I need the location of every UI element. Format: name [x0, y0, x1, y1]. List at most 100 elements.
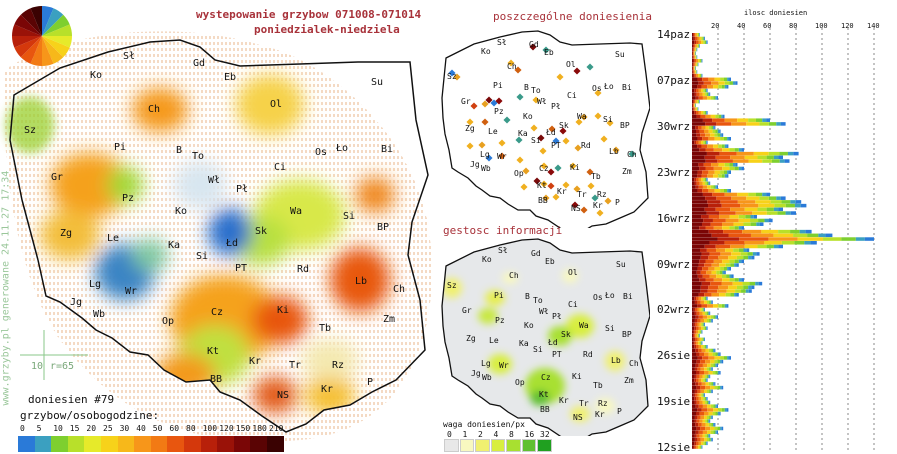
chart-bar-segment [701, 59, 703, 63]
chart-bar-segment [695, 70, 697, 74]
city-label: Ka [519, 339, 529, 348]
chart-bar-segment [708, 400, 710, 405]
report-marker [453, 73, 461, 81]
density-legend-swatch [490, 439, 505, 452]
city-label: Kt [537, 181, 547, 190]
chart-bar-segment [708, 382, 712, 386]
chart-bar-segment [696, 44, 698, 48]
chart-bar-segment [713, 408, 719, 412]
city-label: Ch [627, 150, 637, 159]
chart-bar-segment [705, 400, 707, 405]
city-label: Sk [559, 121, 569, 130]
chart-bar-segment [695, 70, 696, 74]
chart-bar-segment [735, 163, 738, 167]
unit-label: grzybow/osobogodzine: [20, 409, 160, 422]
chart-bar-segment [694, 326, 697, 330]
chart-bar-segment [697, 137, 703, 141]
chart-bar-segment [720, 356, 724, 360]
chart-bar-segment [708, 434, 710, 438]
chart-bar-segment [721, 203, 741, 208]
city-label: Kr [595, 410, 605, 419]
chart-bar-segment [719, 215, 730, 219]
chart-bar-segment [717, 385, 721, 390]
chart-bar-segment [692, 293, 699, 297]
chart-bar-segment [702, 434, 706, 438]
city-label: Pł [551, 102, 561, 111]
chart-bar-segment [741, 166, 744, 171]
legend-value: 150 [235, 424, 251, 433]
chart-bar-segment [692, 88, 695, 93]
chart-bar-segment [692, 185, 696, 189]
chart-bar-segment [708, 255, 719, 260]
chart-bar-segment [695, 322, 698, 327]
chart-bar-segment [692, 274, 698, 278]
chart-bar-segment [692, 144, 698, 148]
legend-swatch [167, 436, 184, 452]
chart-bar-segment [697, 337, 700, 342]
chart-bar-segment [720, 267, 724, 271]
city-label: Gr [51, 172, 64, 183]
chart-bar-segment [704, 322, 705, 327]
chart-bar-segment [694, 345, 697, 349]
city-label: To [192, 151, 205, 162]
chart-bar-segment [692, 103, 693, 108]
chart-bar-segment [696, 181, 700, 186]
chart-bar-segment [692, 382, 696, 386]
chart-bar-segment [694, 47, 696, 52]
chart-bar-segment [698, 81, 704, 85]
chart-bar-segment [750, 222, 757, 226]
chart-bar-segment [724, 270, 726, 275]
report-marker [532, 96, 540, 104]
chart-bar-segment [696, 107, 698, 111]
city-label: PT [552, 350, 562, 359]
report-marker [515, 136, 523, 144]
city-label: Kr [321, 384, 334, 395]
chart-bar-segment [700, 330, 702, 334]
chart-bar-segment [698, 96, 703, 100]
chart-bar-segment [736, 285, 744, 290]
chart-bar-segment [696, 133, 701, 137]
chart-bar-segment [766, 207, 774, 212]
chart-bar-segment [776, 196, 781, 200]
chart-bar-segment [780, 196, 786, 200]
chart-bar-segment [753, 151, 769, 156]
wheel-segment [42, 24, 72, 36]
chart-bar-segment [703, 378, 705, 382]
chart-bar-segment [701, 337, 703, 342]
chart-bar-segment [706, 40, 708, 44]
report-marker [628, 150, 636, 158]
city-label: Kt [539, 390, 549, 399]
chart-bar-segment [706, 177, 707, 182]
chart-bar-segment [726, 289, 736, 293]
city-label: Le [488, 127, 498, 136]
report-marker [573, 185, 581, 193]
report-marker [522, 167, 530, 175]
chart-bar-segment [706, 397, 708, 401]
chart-bar-segment [696, 441, 699, 446]
chart-bar-segment [712, 129, 716, 134]
chart-bar-segment [700, 300, 705, 304]
chart-bar-segment [748, 118, 756, 122]
report-marker [559, 127, 567, 135]
chart-bar-segment [740, 203, 759, 208]
chart-bar-segment [696, 333, 698, 338]
chart-bar-segment [735, 211, 753, 215]
chart-bar-segment [695, 99, 697, 104]
chart-bar-segment [729, 215, 739, 219]
chart-bar-segment [710, 222, 723, 226]
city-label: Eb [545, 257, 555, 266]
chart-bar-segment [701, 341, 703, 345]
chart-bar-segment [709, 434, 711, 438]
chart-bar-segment [696, 140, 699, 145]
chart-bar-segment [706, 296, 707, 301]
chart-bar-segment [725, 248, 734, 252]
chart-bar-segment [724, 192, 738, 197]
chart-bar-segment [705, 148, 714, 152]
city-label: Łd [548, 338, 558, 347]
density-legend-value: 4 [493, 430, 499, 439]
chart-bar-segment [707, 200, 721, 204]
city-label: To [533, 296, 543, 305]
chart-bar-segment [709, 241, 725, 245]
city-label: Lb [355, 276, 368, 287]
legend-swatch [34, 436, 52, 452]
